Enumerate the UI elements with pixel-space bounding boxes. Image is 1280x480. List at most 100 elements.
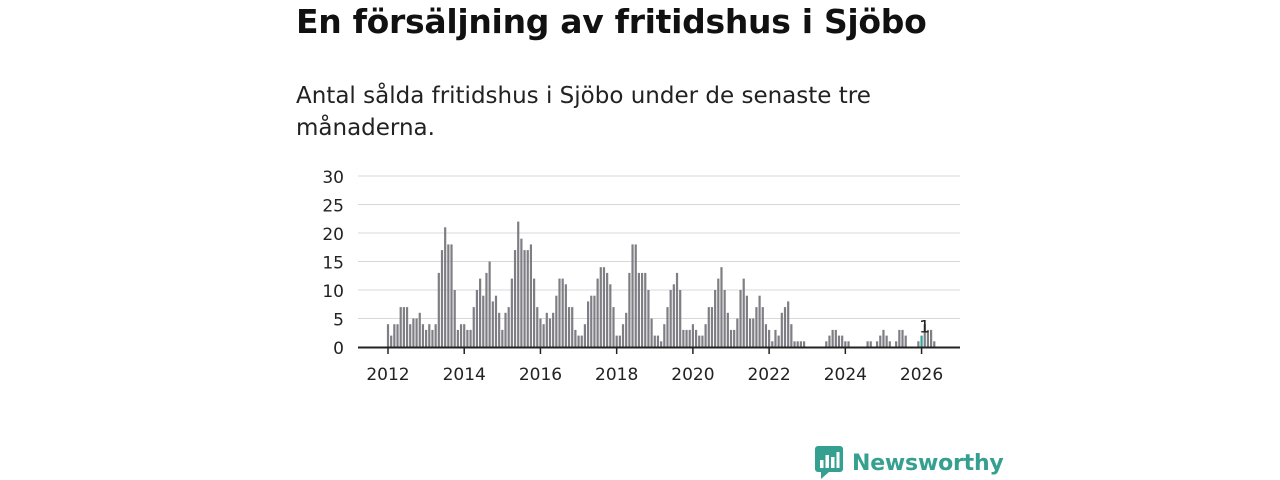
bar xyxy=(726,312,729,347)
x-tick-label: 2026 xyxy=(900,365,943,385)
bar xyxy=(675,272,679,347)
y-axis-labels: 0 5 10 15 20 25 30 xyxy=(322,168,344,359)
y-tick-label: 0 xyxy=(333,339,344,359)
bar xyxy=(844,341,847,347)
bar xyxy=(440,250,444,347)
bar xyxy=(783,307,787,347)
bar xyxy=(393,324,396,347)
bar xyxy=(507,307,510,347)
x-axis: 2012 2014 2016 2018 2020 2022 2024 2026 xyxy=(366,347,943,385)
bar xyxy=(828,335,831,347)
bar xyxy=(488,261,491,347)
bar xyxy=(704,324,707,347)
bar xyxy=(647,290,650,347)
bar xyxy=(494,295,498,347)
bar xyxy=(609,284,612,347)
bar xyxy=(479,278,482,347)
bar xyxy=(561,278,564,347)
bar xyxy=(742,278,745,347)
bar xyxy=(548,318,552,347)
y-tick-label: 30 xyxy=(322,168,344,188)
bar xyxy=(799,341,802,347)
bar xyxy=(685,329,688,347)
bar xyxy=(447,244,450,347)
bar xyxy=(866,341,869,347)
bar xyxy=(618,335,621,347)
bar xyxy=(583,324,587,347)
bar xyxy=(755,307,758,347)
bar xyxy=(736,318,739,347)
bar xyxy=(691,324,694,347)
bar xyxy=(491,301,494,347)
bar xyxy=(640,272,644,347)
bar xyxy=(761,307,764,347)
bar xyxy=(793,341,796,347)
bar xyxy=(482,295,485,347)
bar xyxy=(590,295,593,347)
bar xyxy=(466,329,469,347)
bar xyxy=(694,329,698,347)
bar xyxy=(542,324,545,347)
bar xyxy=(672,284,675,347)
y-tick-label: 20 xyxy=(322,225,344,245)
bar xyxy=(459,324,463,347)
bar xyxy=(650,318,653,347)
y-tick-label: 15 xyxy=(322,254,344,274)
bar xyxy=(386,324,390,347)
bar xyxy=(825,341,828,347)
bar xyxy=(923,324,926,347)
bar xyxy=(669,290,672,347)
bar xyxy=(472,307,475,347)
bar xyxy=(841,335,844,347)
bars xyxy=(386,221,936,347)
bar xyxy=(586,301,590,347)
bar xyxy=(523,250,526,347)
bar xyxy=(513,250,517,347)
bar xyxy=(631,244,634,347)
bar xyxy=(612,307,615,347)
bar xyxy=(710,307,714,347)
bar xyxy=(752,318,755,347)
bar xyxy=(402,307,405,347)
bar xyxy=(577,335,580,347)
bar xyxy=(777,335,780,347)
bar xyxy=(663,324,666,347)
bar xyxy=(580,335,583,347)
bar xyxy=(396,324,399,347)
bar xyxy=(456,329,459,347)
bar xyxy=(758,295,761,347)
bar xyxy=(787,301,790,347)
bar xyxy=(533,278,536,347)
bar xyxy=(517,221,520,347)
highlight-bar xyxy=(920,335,923,347)
bar xyxy=(888,341,891,347)
bar xyxy=(879,335,882,347)
bar xyxy=(539,318,542,347)
bar xyxy=(748,318,752,347)
bar xyxy=(666,307,669,347)
bar xyxy=(679,290,682,347)
bar xyxy=(831,329,834,347)
bar xyxy=(405,307,409,347)
bar xyxy=(796,341,799,347)
bar xyxy=(930,329,933,347)
newsworthy-logo[interactable]: Newsworthy xyxy=(815,446,1004,480)
bar xyxy=(644,272,647,347)
bar xyxy=(720,267,723,347)
bar xyxy=(409,324,412,347)
x-tick-label: 2024 xyxy=(824,365,867,385)
y-tick-label: 25 xyxy=(322,197,344,217)
bar xyxy=(574,329,577,347)
bar xyxy=(469,329,472,347)
x-tick-label: 2020 xyxy=(671,365,714,385)
bar-chart: 0 5 10 15 20 25 30 2012 2014 2016 2018 2020 2022 202… xyxy=(322,168,960,385)
bar xyxy=(625,312,628,347)
bar xyxy=(444,227,447,347)
bar xyxy=(885,335,888,347)
y-tick-label: 10 xyxy=(322,282,344,302)
bar xyxy=(714,290,717,347)
brand-name: Newsworthy xyxy=(852,450,1004,476)
bar xyxy=(463,324,466,347)
bar xyxy=(555,295,558,347)
bar xyxy=(450,244,453,347)
